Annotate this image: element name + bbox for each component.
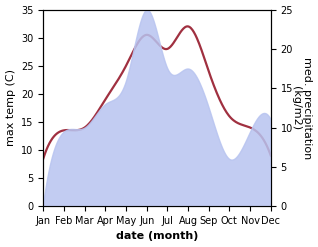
- Y-axis label: max temp (C): max temp (C): [5, 69, 16, 146]
- Y-axis label: med. precipitation
(kg/m2): med. precipitation (kg/m2): [291, 57, 313, 159]
- X-axis label: date (month): date (month): [116, 231, 198, 242]
